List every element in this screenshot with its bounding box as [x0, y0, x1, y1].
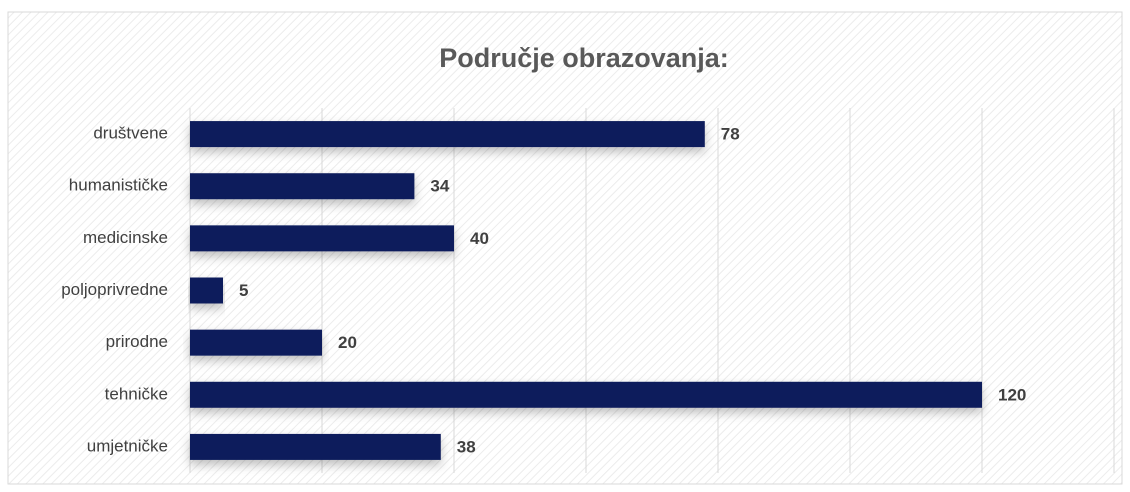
bar — [190, 277, 223, 304]
data-label: 20 — [338, 333, 357, 352]
data-label: 38 — [457, 437, 476, 456]
bar — [190, 173, 415, 200]
data-label: 34 — [430, 177, 449, 196]
bar — [190, 433, 441, 460]
y-tick-label: humanističke — [69, 176, 168, 195]
y-tick-label: društvene — [93, 124, 168, 143]
chart-title: Područje obrazovanja: — [439, 43, 729, 73]
y-tick-label: tehničke — [105, 384, 168, 403]
bar — [190, 121, 705, 148]
data-label: 120 — [998, 385, 1026, 404]
chart-area — [7, 11, 1123, 485]
bar — [190, 329, 322, 356]
y-tick-label: medicinske — [83, 228, 168, 247]
bar — [190, 381, 982, 408]
y-tick-label: poljoprivredne — [61, 280, 168, 299]
y-tick-label: umjetničke — [87, 436, 168, 455]
data-label: 5 — [239, 281, 248, 300]
data-label: 78 — [721, 125, 740, 144]
bar — [190, 225, 454, 252]
data-label: 40 — [470, 229, 489, 248]
y-tick-label: prirodne — [106, 332, 168, 351]
